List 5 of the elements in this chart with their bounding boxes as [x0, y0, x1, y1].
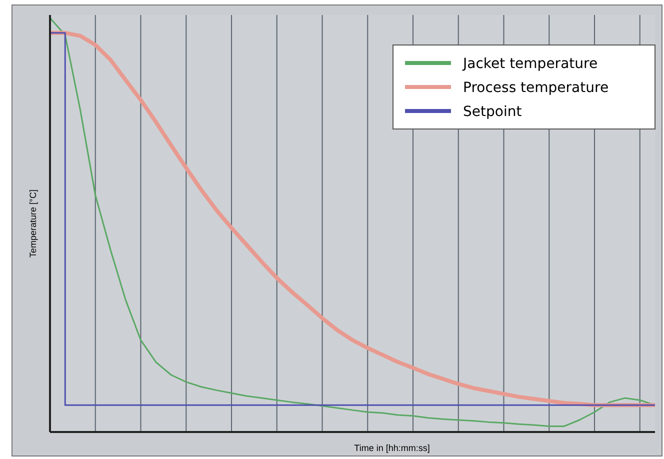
- legend-label: Jacket temperature: [462, 56, 598, 72]
- y-axis-title: Temperature [°C]: [28, 189, 38, 258]
- legend-label: Setpoint: [463, 104, 522, 120]
- x-axis-title: Time in [hh:mm:ss]: [354, 443, 430, 453]
- legend-label: Process temperature: [463, 80, 609, 96]
